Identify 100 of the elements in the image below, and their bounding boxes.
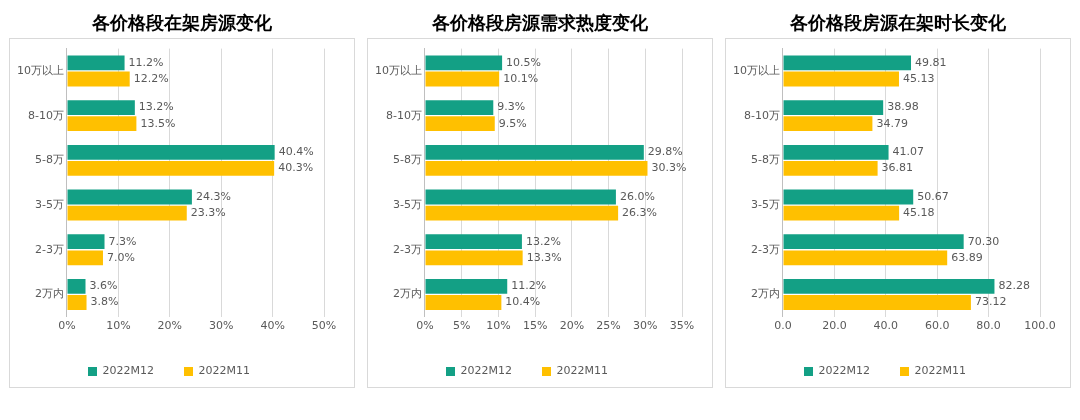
chart-title: 各价格段在架房源变化 xyxy=(92,11,272,35)
x-tick-label: 50% xyxy=(311,319,337,333)
y-tick-label: 2万内 xyxy=(35,287,64,301)
y-tick-label: 2万内 xyxy=(393,287,422,301)
y-tick-label: 5-8万 xyxy=(751,153,780,167)
x-tick-label: 80.0 xyxy=(976,319,1001,333)
data-label: 26.3% xyxy=(622,205,658,219)
data-label: 45.13 xyxy=(902,71,935,85)
y-tick-label: 3-5万 xyxy=(751,197,780,211)
y-tick-label: 10万以上 xyxy=(375,63,422,77)
x-tick-label: 20% xyxy=(559,319,585,333)
y-tick-label: 8-10万 xyxy=(28,108,64,122)
legend-label: 2022M12 xyxy=(818,364,870,378)
data-label: 26.0% xyxy=(619,189,655,203)
x-tick-label: 60.0 xyxy=(924,319,950,333)
bar xyxy=(67,116,137,132)
bar xyxy=(783,279,995,294)
y-tick-label: 5-8万 xyxy=(35,153,64,167)
chart-title: 各价格段房源在架时长变化 xyxy=(790,11,1006,35)
bar xyxy=(425,116,495,132)
legend-label: 2022M12 xyxy=(460,364,512,378)
data-label: 34.79 xyxy=(876,116,908,130)
bar xyxy=(425,250,523,266)
x-tick-label: 35% xyxy=(669,319,695,333)
data-label: 29.8% xyxy=(647,145,683,159)
data-label: 11.2% xyxy=(511,279,547,293)
bar xyxy=(67,295,87,310)
y-tick-label: 8-10万 xyxy=(386,108,422,122)
data-label: 10.4% xyxy=(505,295,541,309)
bar xyxy=(783,160,878,176)
data-label: 23.3% xyxy=(190,205,226,219)
bar xyxy=(67,279,86,294)
bar xyxy=(67,160,275,176)
data-label: 49.81 xyxy=(915,55,947,69)
bar xyxy=(425,205,619,221)
bar xyxy=(425,144,644,160)
data-label: 3.6% xyxy=(89,279,118,293)
y-tick-label: 3-5万 xyxy=(393,197,422,211)
data-label: 45.18 xyxy=(903,205,935,219)
y-tick-label: 2-3万 xyxy=(393,242,422,256)
data-label: 40.4% xyxy=(278,145,314,159)
data-label: 24.3% xyxy=(195,189,231,203)
legend-label: 2022M11 xyxy=(914,364,966,378)
legend-label: 2022M12 xyxy=(102,364,154,378)
data-label: 11.2% xyxy=(128,55,164,69)
bar xyxy=(783,71,899,87)
legend-label: 2022M11 xyxy=(198,364,250,378)
bar xyxy=(425,100,494,116)
x-tick-label: 20% xyxy=(157,319,183,333)
bar xyxy=(783,116,873,132)
x-tick-label: 25% xyxy=(596,319,621,333)
y-tick-label: 10万以上 xyxy=(17,63,64,77)
bar xyxy=(67,71,130,87)
data-label: 73.12 xyxy=(974,295,1007,309)
bar xyxy=(783,234,964,250)
y-tick-label: 2-3万 xyxy=(35,242,64,256)
y-tick-label: 8-10万 xyxy=(744,108,780,122)
data-label: 30.3% xyxy=(651,161,687,175)
bar xyxy=(67,250,103,266)
bar xyxy=(425,234,522,250)
data-label: 9.5% xyxy=(498,116,527,130)
data-label: 3.8% xyxy=(90,295,119,309)
x-tick-label: 20.0 xyxy=(822,319,847,333)
data-label: 63.89 xyxy=(951,250,983,264)
y-tick-label: 3-5万 xyxy=(35,197,64,211)
x-tick-label: 0% xyxy=(416,319,434,333)
y-tick-label: 5-8万 xyxy=(393,153,422,167)
legend-label: 2022M11 xyxy=(556,364,608,378)
bar xyxy=(425,55,503,71)
bar xyxy=(425,189,616,205)
data-label: 10.1% xyxy=(503,71,539,85)
bar xyxy=(783,100,884,116)
data-label: 38.98 xyxy=(887,100,919,114)
data-label: 10.5% xyxy=(506,55,542,69)
data-label: 12.2% xyxy=(133,71,169,85)
bar xyxy=(67,144,275,160)
bar xyxy=(67,205,187,221)
x-tick-label: 10% xyxy=(486,319,511,333)
bar xyxy=(67,100,135,116)
data-label: 70.30 xyxy=(967,234,1000,248)
data-label: 36.81 xyxy=(881,161,914,175)
bar xyxy=(783,55,912,71)
bar xyxy=(67,234,105,250)
bar xyxy=(783,144,889,160)
x-tick-label: 30% xyxy=(633,319,658,333)
x-tick-label: 10% xyxy=(106,319,131,333)
x-tick-label: 30% xyxy=(208,319,234,333)
y-tick-label: 2-3万 xyxy=(751,242,780,256)
y-tick-label: 10万以上 xyxy=(733,63,780,77)
bar xyxy=(425,71,500,87)
data-label: 7.0% xyxy=(106,250,135,264)
y-tick-label: 2万内 xyxy=(751,287,780,301)
bar xyxy=(783,250,948,266)
data-label: 82.28 xyxy=(998,279,1030,293)
data-label: 7.3% xyxy=(108,234,137,248)
data-label: 40.3% xyxy=(278,161,314,175)
bar xyxy=(783,295,971,310)
data-label: 41.07 xyxy=(892,145,925,159)
bar xyxy=(425,295,502,310)
bar xyxy=(67,55,125,71)
